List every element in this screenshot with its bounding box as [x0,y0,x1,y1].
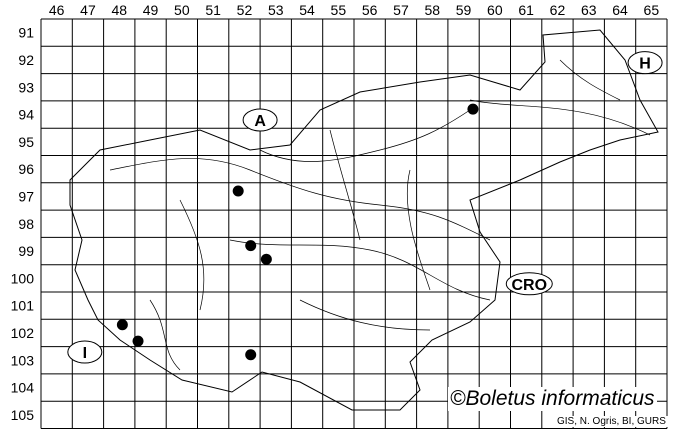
y-tick-label: 96 [18,161,34,177]
y-tick-label: 105 [11,407,35,423]
x-tick-label: 61 [518,2,534,18]
y-tick-label: 100 [11,270,35,286]
y-tick-label: 93 [18,79,34,95]
x-tick-label: 62 [550,2,566,18]
x-tick-label: 58 [424,2,440,18]
record-dot [467,103,479,115]
x-tick-label: 55 [331,2,347,18]
y-tick-label: 97 [18,188,34,204]
country-label: CRO [511,277,547,294]
country-label: H [639,56,651,73]
y-tick-label: 95 [18,134,34,150]
country-label: A [254,113,266,130]
x-tick-label: 51 [205,2,221,18]
x-tick-label: 46 [49,2,65,18]
record-dot [260,253,272,265]
grid [40,18,668,429]
record-dot [232,185,244,197]
country-label: I [83,345,87,362]
record-dot [132,335,144,347]
x-tick-label: 64 [612,2,628,18]
rivers [109,59,651,371]
data-source: GIS, N. Ogris, BI, GURS [555,416,668,427]
y-tick-label: 98 [18,216,34,232]
country-label-ellipse [242,108,278,132]
y-tick-label: 99 [18,243,34,259]
x-tick-label: 65 [644,2,660,18]
y-tick-label: 91 [18,25,34,41]
x-tick-label: 50 [174,2,190,18]
x-tick-label: 49 [143,2,159,18]
x-tick-label: 59 [456,2,472,18]
copyright-credit: ©Boletus informaticus [448,387,657,411]
record-dots [116,103,479,361]
x-tick-label: 47 [80,2,96,18]
y-tick-label: 102 [11,325,35,341]
grid-labels: 46 47 48 49 50 51 52 53 54 55 56 57 58 59 60 61 62 63 64 65… [11,2,660,423]
country-label-ellipse [67,340,103,364]
country-labels: A H CRO I [67,51,663,364]
y-tick-label: 94 [18,107,34,123]
y-tick-label: 92 [18,52,34,68]
x-tick-label: 53 [268,2,284,18]
x-tick-label: 52 [237,2,253,18]
x-tick-label: 57 [393,2,409,18]
x-tick-label: 56 [362,2,378,18]
y-tick-label: 103 [11,352,35,368]
y-tick-label: 101 [11,298,35,314]
x-tick-label: 60 [487,2,503,18]
country-outline [69,29,659,411]
country-label-ellipse [505,272,553,296]
x-tick-label: 63 [581,2,597,18]
y-tick-label: 104 [11,380,35,396]
x-tick-label: 48 [111,2,127,18]
record-dot [245,349,257,361]
record-dot [245,240,257,252]
x-tick-label: 54 [299,2,315,18]
record-dot [116,319,128,331]
country-label-ellipse [627,51,663,75]
